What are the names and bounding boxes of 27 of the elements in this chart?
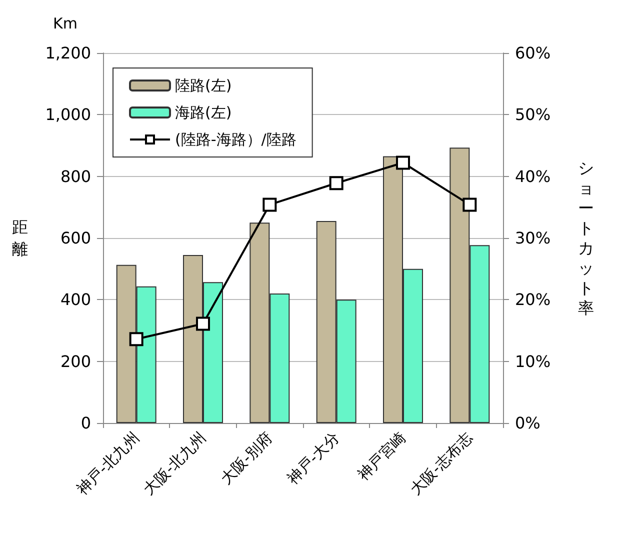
y-tick-label: 800 (60, 166, 91, 186)
y2-tick-label: 50% (515, 105, 551, 124)
y-tick-label: 1,200 (45, 44, 91, 62)
legend-label: (陸路-海路）/陸路 (175, 130, 296, 148)
point (329, 176, 344, 190)
y2-tick-label: 60% (515, 44, 551, 62)
legend-label: 海路(左) (175, 104, 232, 122)
y-tick-label: 600 (60, 228, 91, 248)
y-tick-label: 200 (60, 352, 91, 371)
legend-label: 陸路(左) (175, 76, 232, 94)
y2-tick-label: 30% (515, 228, 551, 248)
text: Km (53, 14, 78, 32)
point (462, 198, 477, 212)
point (129, 332, 144, 346)
y2-tick-label: 40% (515, 166, 551, 186)
point (262, 198, 277, 212)
y-axis-title: 距離 (12, 218, 28, 258)
y2-tick-label: 0% (515, 414, 540, 432)
y2-tick-label: 10% (515, 352, 551, 371)
y2-tick-label: 20% (515, 290, 551, 310)
y2-axis-title: ショートカット率 (578, 158, 594, 318)
x-tick-label: 神戸-大分 (284, 428, 343, 488)
y-tick-label: 400 (60, 290, 91, 310)
y-tick-label: 1,000 (45, 105, 91, 124)
point (196, 316, 210, 331)
point (396, 156, 410, 170)
x-tick-label: 大阪-別府 (217, 428, 276, 488)
